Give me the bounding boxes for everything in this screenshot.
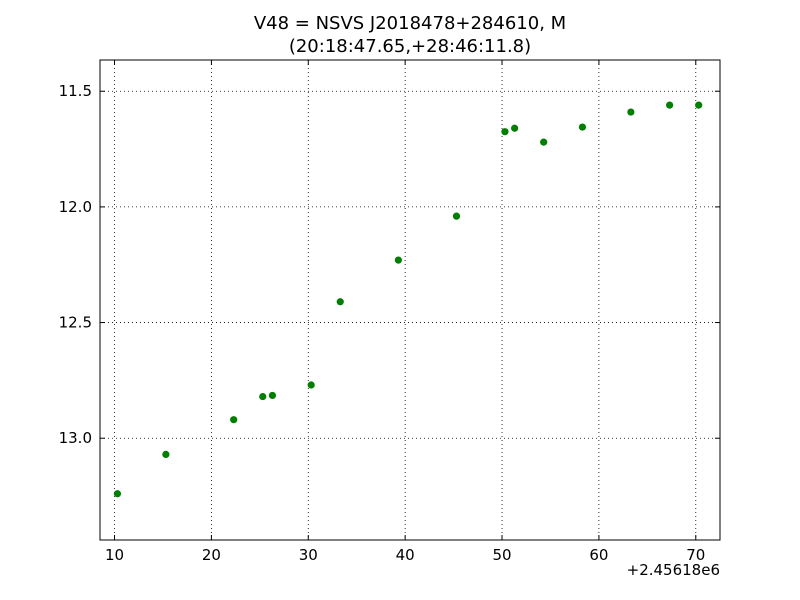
- x-tick-label: 70: [686, 546, 705, 564]
- y-tick-label: 13.0: [59, 429, 92, 447]
- plot-frame: [99, 59, 721, 541]
- data-point: [666, 101, 674, 109]
- data-point: [259, 392, 267, 401]
- data-point: [540, 138, 548, 146]
- data-points: [113, 101, 703, 498]
- y-tick-label: 12.5: [59, 314, 92, 332]
- y-tick-label: 12.0: [59, 198, 92, 216]
- grid-lines: [100, 60, 720, 540]
- data-point: [113, 490, 122, 498]
- data-point: [394, 256, 402, 264]
- data-point: [230, 416, 238, 424]
- x-tick-label: 10: [105, 546, 124, 564]
- data-point: [501, 128, 509, 136]
- data-point: [452, 212, 461, 220]
- data-point: [336, 298, 344, 306]
- x-tick-label: 40: [396, 546, 415, 564]
- x-tick-label: 50: [492, 546, 511, 564]
- data-point: [162, 450, 170, 459]
- x-tick-label: 30: [299, 546, 318, 564]
- data-point: [578, 123, 587, 131]
- chart-title-line-1: V48 = NSVS J2018478+284610, M: [254, 13, 566, 34]
- data-point: [307, 381, 315, 389]
- data-point: [695, 101, 703, 109]
- data-point: [627, 108, 635, 116]
- data-point: [511, 124, 519, 132]
- data-point: [268, 391, 277, 400]
- chart-title-line-2: (20:18:47.65,+28:46:11.8): [289, 36, 531, 57]
- x-axis-offset-label: +2.45618e6: [627, 561, 720, 579]
- tick-labels: 10 20 30 40 50 60 70 11.5 12.0 12.5 13.0: [59, 82, 706, 564]
- y-tick-label: 11.5: [59, 82, 92, 100]
- x-tick-label: 60: [589, 546, 608, 564]
- x-tick-label: 20: [202, 546, 221, 564]
- chart-title: V48 = NSVS J2018478+284610, M (20:18:47.…: [254, 13, 566, 57]
- axis-ticks: [100, 60, 720, 540]
